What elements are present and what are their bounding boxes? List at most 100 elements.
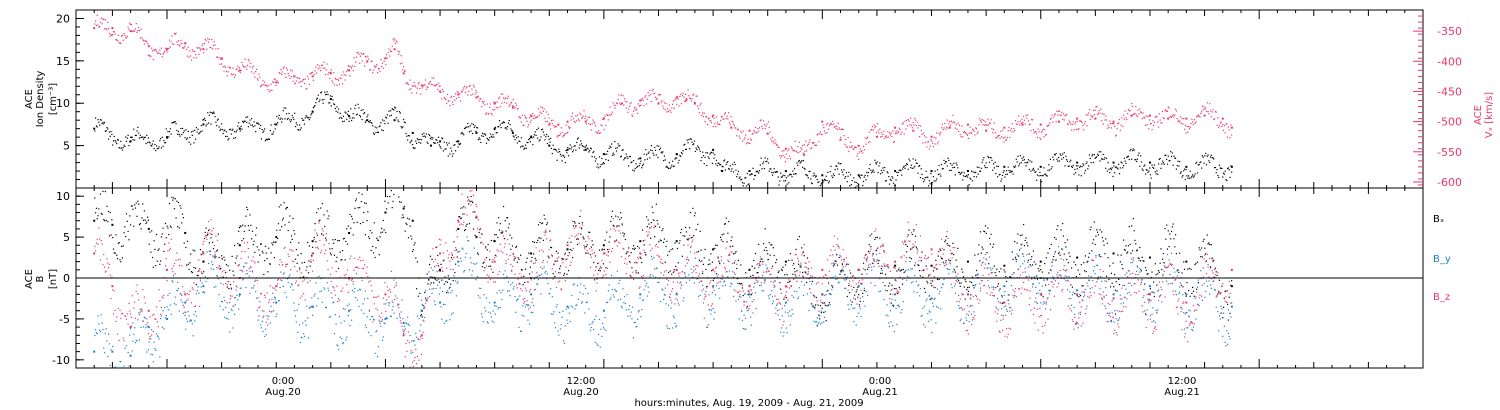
density-series-sample [129,136,132,138]
speed-series-sample [1000,130,1002,132]
bx-series-sample [1173,238,1175,240]
density-series-sample [743,182,745,184]
bx-series-sample [1185,295,1187,297]
density-series-sample [1130,148,1132,151]
speed-series-sample [1132,113,1134,115]
density-series-sample [495,132,497,134]
speed-series-sample [860,151,862,153]
speed-series-sample [281,71,284,73]
speed-series-sample [1192,123,1195,126]
bx-series-sample [1182,286,1184,288]
speed-series-sample [802,152,805,154]
density-series-sample [164,141,167,144]
density-series-sample [375,131,377,134]
bx-series-sample [1100,255,1102,258]
speed-series-sample [300,85,302,87]
bx-series-sample [371,232,373,234]
by-series-sample [354,287,356,289]
speed-series-sample [227,71,229,73]
speed-series-sample [827,122,829,125]
density-series-sample [814,174,816,176]
density-series-sample [463,127,466,130]
density-series-point [329,98,332,100]
bx-series-sample [194,250,196,252]
bx-series-sample [278,206,280,208]
speed-series-sample [499,106,501,108]
speed-series-sample [749,138,752,140]
density-series-sample [769,168,771,170]
density-series-sample [901,168,904,170]
bx-series-sample [169,225,171,227]
speed-series-sample [470,94,472,96]
bx-series-sample [511,237,513,239]
speed-series-sample [603,128,605,131]
bx-series-sample [806,257,809,259]
density-series-sample [424,135,426,137]
speed-series-sample [758,127,761,129]
by-series-sample [526,304,528,306]
by-series-sample [554,327,557,329]
by-series-sample [273,296,275,298]
bx-series-sample [1200,256,1202,258]
density-series-sample [1070,159,1072,161]
density-series-sample [1218,164,1221,166]
by-series-point [147,326,150,329]
by-series-sample [363,298,366,300]
density-series-sample [372,125,374,127]
speed-series-sample [207,41,210,43]
density-series-sample [420,142,422,144]
bx-series-sample [929,298,931,301]
bx-series-sample [535,259,537,261]
speed-series-sample [800,147,802,149]
speed-series-sample [997,135,1000,137]
by-series-sample [180,299,182,301]
bx-series-sample [376,239,379,241]
by-series-sample [199,280,202,282]
by-series-sample [371,315,373,318]
speed-series-sample [1036,136,1039,139]
density-series-sample [655,154,657,156]
speed-series-sample [1066,123,1069,125]
density-series-sample [306,116,308,118]
speed-series-sample [740,130,742,132]
speed-series-sample [1083,123,1086,125]
speed-series-sample [596,132,598,134]
bx-series-sample [485,246,487,248]
density-series-sample [725,163,727,166]
speed-series-sample [640,104,642,106]
density-series-sample [948,159,950,161]
bx-series-sample [711,261,713,263]
bx-series-sample [889,293,891,295]
speed-series-sample [699,104,701,106]
bx-series-sample [324,237,327,239]
density-series-sample [822,181,824,184]
bx-series-sample [719,236,722,239]
by-series-sample [372,318,375,321]
by-series-sample [186,318,188,320]
bx-series-sample [240,225,242,228]
bx-series-sample [801,271,804,274]
density-series-sample [389,110,392,112]
speed-series-sample [657,102,659,104]
by-series-sample [238,308,240,310]
bx-series-sample [942,261,944,263]
speed-series-sample [878,132,880,134]
density-series-sample [889,178,891,180]
speed-series-sample [182,47,184,49]
density-series-sample [851,179,853,182]
density-series-sample [190,143,192,145]
bx-series-point [411,219,414,222]
speed-series-sample [1056,110,1058,113]
density-series-sample [873,171,875,173]
density-series-point [511,131,514,134]
density-series-sample [658,148,661,151]
by-series-sample [121,366,123,369]
density-series-sample [940,175,942,177]
bx-series-sample [1084,255,1086,257]
density-series-sample [421,133,423,135]
bx-series-sample [947,244,949,247]
bx-series-sample [910,257,913,260]
density-series-sample [756,170,758,172]
density-series-sample [1042,174,1044,177]
